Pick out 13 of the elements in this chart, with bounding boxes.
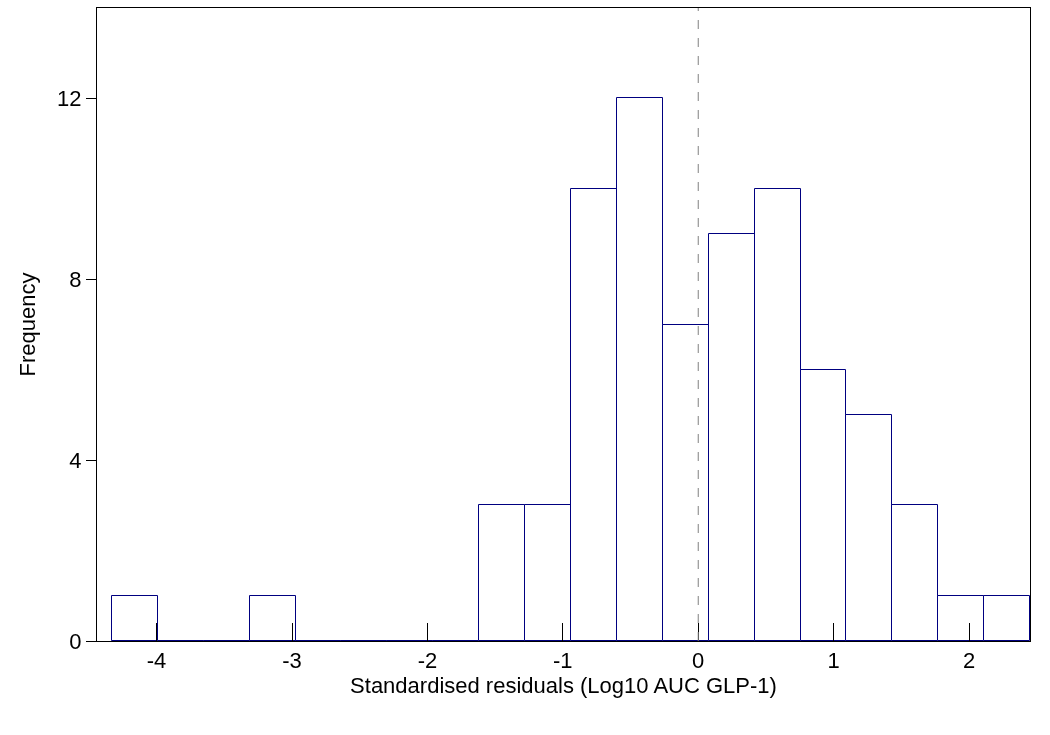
y-tick-label: 4 xyxy=(69,447,82,473)
x-tick-label: -3 xyxy=(282,648,302,674)
x-tick-label: 2 xyxy=(962,648,976,674)
x-tick-label: -4 xyxy=(146,648,167,674)
x-axis-title: Standardised residuals (Log10 AUC GLP-1) xyxy=(350,673,777,699)
x-tick-label: -1 xyxy=(553,648,573,674)
y-tick-label: 12 xyxy=(57,86,82,112)
y-tick-label: 0 xyxy=(69,628,82,654)
x-tick-label: 0 xyxy=(692,648,705,674)
x-tick-label: 1 xyxy=(827,648,840,674)
y-axis-title: Frequency xyxy=(14,272,40,377)
x-tick-label: -2 xyxy=(417,648,438,674)
y-tick-label: 8 xyxy=(69,266,82,292)
